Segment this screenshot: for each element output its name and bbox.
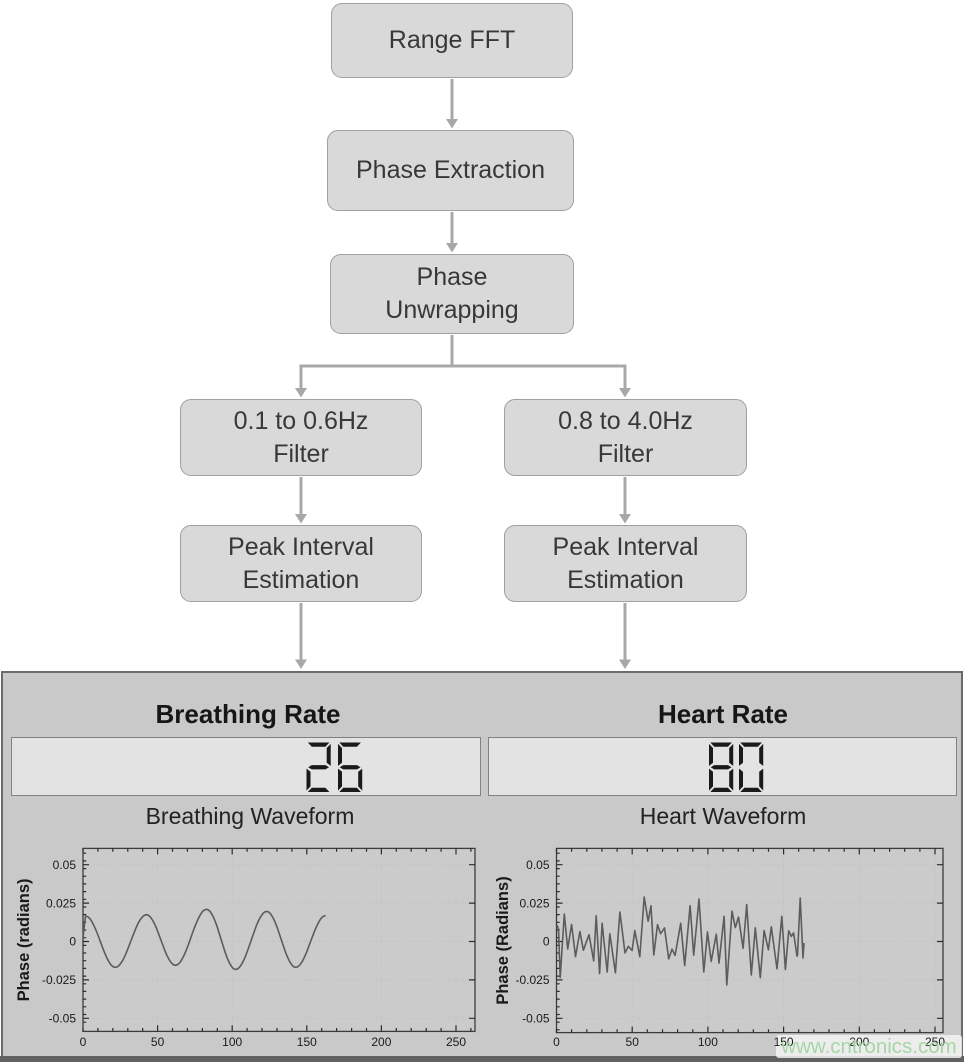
svg-text:100: 100: [698, 1035, 718, 1049]
svg-text:250: 250: [446, 1035, 466, 1049]
svg-text:100: 100: [222, 1035, 242, 1049]
svg-text:-0.025: -0.025: [515, 973, 549, 987]
svg-text:-0.025: -0.025: [42, 973, 76, 987]
svg-text:0.025: 0.025: [46, 896, 76, 910]
svg-text:250: 250: [925, 1035, 945, 1049]
svg-text:0.025: 0.025: [519, 896, 549, 910]
svg-text:0: 0: [80, 1035, 87, 1049]
svg-text:0: 0: [553, 1035, 560, 1049]
svg-text:0.05: 0.05: [53, 858, 77, 872]
svg-text:200: 200: [371, 1035, 391, 1049]
svg-text:150: 150: [297, 1035, 317, 1049]
svg-text:150: 150: [774, 1035, 794, 1049]
svg-text:200: 200: [849, 1035, 869, 1049]
svg-text:50: 50: [151, 1035, 165, 1049]
svg-text:-0.05: -0.05: [522, 1012, 550, 1026]
svg-text:0: 0: [69, 935, 76, 949]
svg-text:0.05: 0.05: [526, 858, 550, 872]
svg-text:50: 50: [626, 1035, 640, 1049]
svg-text:Phase (radians): Phase (radians): [15, 878, 33, 1001]
svg-text:-0.05: -0.05: [49, 1012, 77, 1026]
svg-text:Phase (Radians): Phase (Radians): [494, 876, 512, 1004]
svg-text:0: 0: [543, 935, 550, 949]
